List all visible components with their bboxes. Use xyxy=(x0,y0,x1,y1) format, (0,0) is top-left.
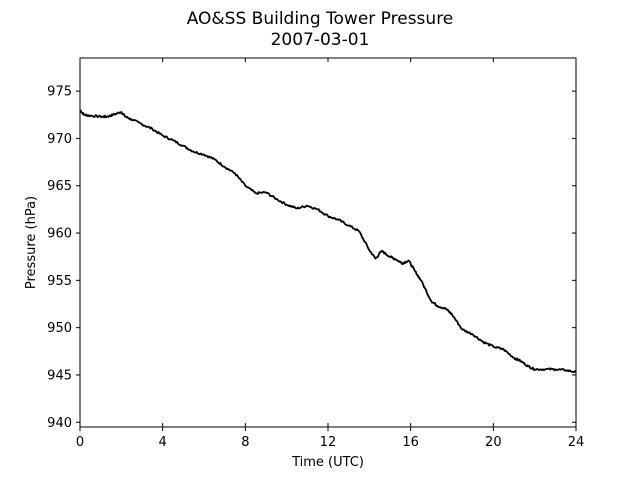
chart-subtitle: 2007-03-01 xyxy=(271,30,370,50)
y-tick-label: 940 xyxy=(47,416,72,431)
x-tick-label: 24 xyxy=(568,435,585,450)
y-tick-label: 965 xyxy=(47,179,72,194)
x-tick-label: 0 xyxy=(76,435,84,450)
x-axis-ticks: 0 4 8 12 16 20 24 xyxy=(76,58,584,450)
x-axis-label: Time (UTC) xyxy=(291,455,364,470)
y-tick-label: 975 xyxy=(47,85,72,100)
x-tick-label: 8 xyxy=(241,435,249,450)
y-axis-ticks: 940 945 950 955 960 965 970 975 xyxy=(47,85,576,431)
x-tick-label: 20 xyxy=(485,435,502,450)
x-tick-label: 12 xyxy=(320,435,337,450)
y-axis-label: Pressure (hPa) xyxy=(24,196,39,289)
y-tick-label: 945 xyxy=(47,368,72,383)
plot-frame xyxy=(79,57,577,428)
y-tick-label: 960 xyxy=(47,227,72,242)
y-tick-label: 970 xyxy=(47,132,72,147)
pressure-series-line xyxy=(79,109,577,374)
x-tick-label: 16 xyxy=(402,435,419,450)
x-tick-label: 4 xyxy=(159,435,167,450)
y-tick-label: 955 xyxy=(47,274,72,289)
y-tick-label: 950 xyxy=(47,321,72,336)
chart-title: AO&SS Building Tower Pressure xyxy=(187,9,454,29)
